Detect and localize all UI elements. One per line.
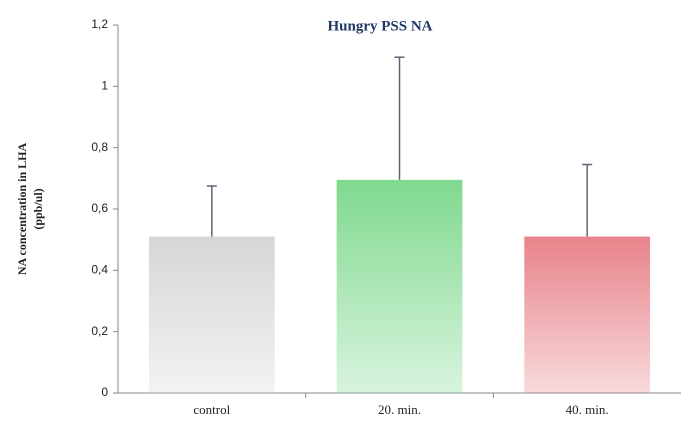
y-axis-label: NA concentration in LHA (ppb/ul) — [15, 143, 45, 276]
y-label-line: (ppb/ul) — [31, 188, 45, 229]
y-tick-label: 0,6 — [91, 201, 108, 215]
y-tick-label: 0 — [101, 385, 108, 399]
x-tick-label: control — [193, 402, 230, 417]
y-tick-label: 0,8 — [91, 140, 108, 154]
y-tick-label: 0,2 — [91, 324, 108, 338]
chart-title: Hungry PSS NA — [327, 18, 432, 34]
bar — [524, 236, 651, 393]
x-tick-label: 40. min. — [566, 402, 609, 417]
bar — [336, 179, 463, 393]
y-tick-label: 0,4 — [91, 263, 108, 277]
bar — [148, 236, 275, 393]
y-label-line: NA concentration in LHA — [15, 143, 29, 276]
x-tick-label: 20. min. — [378, 402, 421, 417]
y-tick-label: 1,2 — [91, 17, 108, 31]
y-tick-label: 1 — [101, 79, 108, 93]
